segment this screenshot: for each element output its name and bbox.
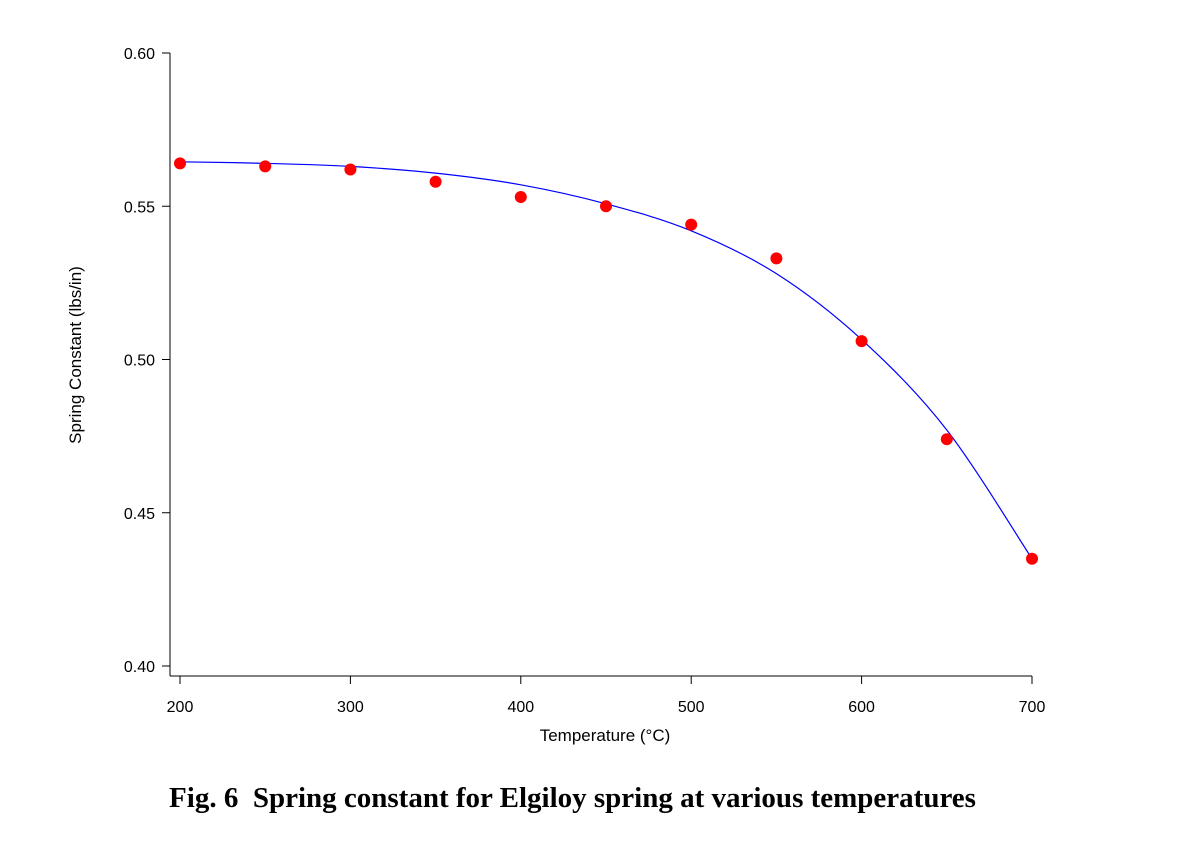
data-point xyxy=(600,200,612,213)
x-tick-label: 700 xyxy=(1019,699,1046,716)
fit-curve-layer xyxy=(179,161,1033,560)
data-point xyxy=(344,163,357,176)
y-tick-label: 0.40 xyxy=(124,659,155,676)
data-point xyxy=(174,157,186,170)
x-axis-title: Temperature (°C) xyxy=(540,726,671,745)
y-tick-label: 0.60 xyxy=(124,46,155,63)
data-point xyxy=(685,218,698,231)
data-points-layer xyxy=(174,157,1038,565)
y-tick-label: 0.45 xyxy=(124,506,155,523)
data-point xyxy=(940,433,953,446)
chart: 0.40 0.45 0.50 0.55 0.60 200 300 400 500 600 700 T… xyxy=(66,46,1046,745)
x-tick-label: 300 xyxy=(337,699,364,716)
data-point xyxy=(770,252,783,265)
x-tick-label: 600 xyxy=(848,699,875,716)
axes: 0.40 0.45 0.50 0.55 0.60 200 300 400 500 600 700 xyxy=(124,46,1046,716)
data-point xyxy=(855,335,868,348)
data-point xyxy=(429,175,442,188)
x-tick-label: 400 xyxy=(507,699,534,716)
x-tick-label: 500 xyxy=(678,699,705,716)
data-point xyxy=(514,191,527,204)
y-tick-label: 0.50 xyxy=(124,353,155,370)
x-tick-label: 200 xyxy=(167,699,194,716)
figure-caption: Fig. 6 Spring constant for Elgiloy sprin… xyxy=(169,782,976,814)
y-axis-title: Spring Constant (lbs/in) xyxy=(66,266,85,444)
data-point xyxy=(1026,552,1038,565)
data-point xyxy=(259,160,272,173)
fit-line xyxy=(179,161,1033,560)
y-tick-label: 0.55 xyxy=(124,199,155,216)
